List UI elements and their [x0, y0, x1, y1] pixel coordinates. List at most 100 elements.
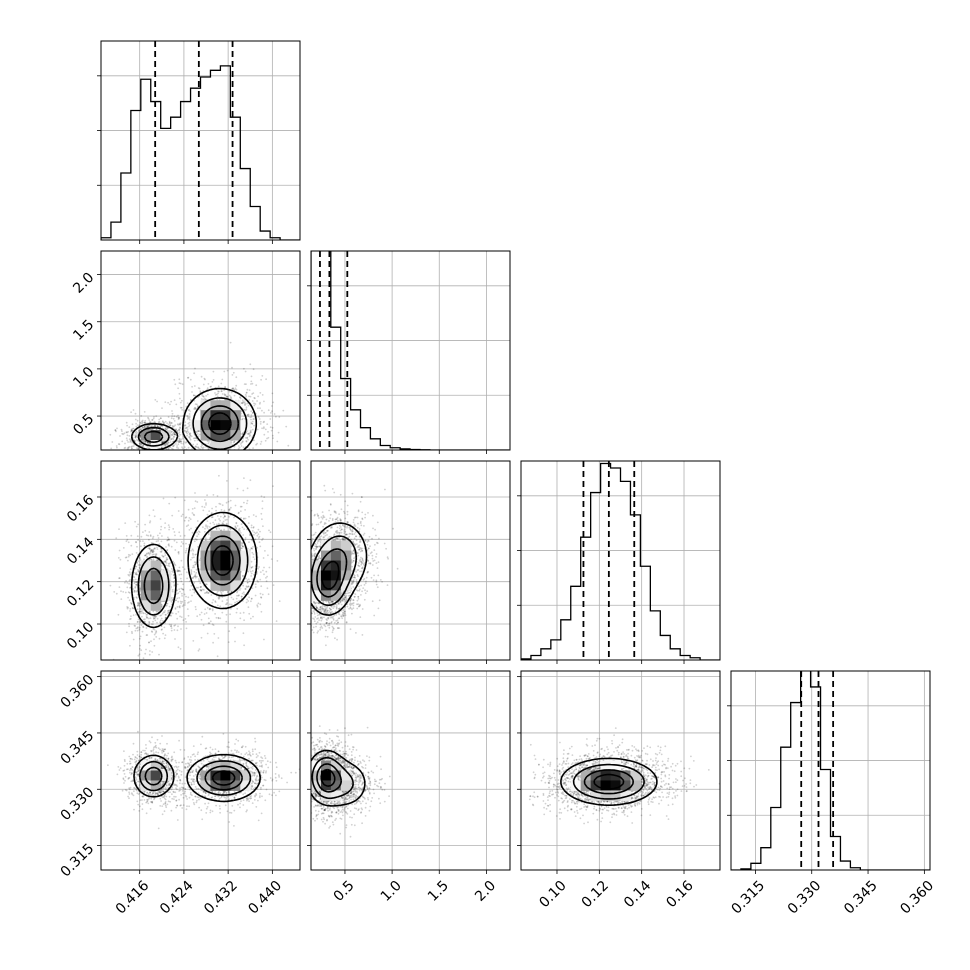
scatter-point	[193, 570, 196, 573]
scatter-point	[134, 520, 137, 523]
scatter-point	[247, 570, 250, 573]
scatter-point	[164, 401, 167, 403]
scatter-point	[260, 596, 263, 599]
scatter-point	[135, 581, 138, 584]
scatter-point	[190, 573, 193, 575]
scatter-point	[215, 456, 217, 458]
scatter-point	[202, 383, 205, 386]
scatter-point	[244, 404, 246, 407]
scatter-point	[349, 600, 352, 603]
scatter-point	[203, 506, 206, 508]
scatter-point	[169, 441, 172, 443]
scatter-point	[180, 573, 183, 576]
scatter-point	[246, 581, 249, 584]
scatter-point	[179, 422, 182, 424]
scatter-point	[323, 516, 326, 518]
scatter-point	[185, 441, 188, 443]
scatter-point	[241, 417, 244, 420]
scatter-point	[273, 413, 276, 415]
scatter-point	[228, 590, 230, 593]
scatter-point	[251, 382, 254, 385]
scatter-point	[228, 509, 231, 512]
scatter-point	[152, 616, 155, 618]
scatter-point	[225, 603, 227, 606]
scatter-point	[250, 566, 253, 569]
scatter-point	[187, 457, 189, 459]
scatter-point	[259, 603, 262, 606]
scatter-point	[151, 428, 154, 431]
scatter-point	[202, 398, 205, 401]
scatter-point	[170, 400, 173, 403]
scatter-point	[324, 605, 327, 608]
scatter-point	[178, 439, 181, 441]
scatter-point	[270, 429, 273, 432]
scatter-point	[166, 443, 169, 445]
scatter-point	[186, 434, 189, 437]
scatter-point	[128, 571, 131, 574]
scatter-point	[158, 653, 160, 656]
scatter-point	[232, 455, 234, 457]
scatter-point	[140, 545, 142, 548]
scatter-point	[266, 437, 268, 440]
scatter-point	[194, 367, 196, 370]
scatter-point	[149, 521, 151, 524]
scatter-point	[271, 426, 274, 429]
scatter-point	[133, 576, 136, 579]
scatter-point	[238, 396, 241, 399]
scatter-point	[178, 416, 180, 419]
scatter-point	[245, 403, 247, 405]
scatter-point	[259, 571, 262, 573]
scatter-point	[285, 425, 288, 428]
scatter-point	[172, 417, 175, 420]
scatter-point	[172, 528, 175, 530]
scatter-point	[271, 545, 274, 548]
scatter-point	[234, 525, 237, 528]
scatter-point	[250, 416, 253, 418]
scatter-point	[135, 422, 138, 425]
scatter-point	[239, 397, 242, 400]
scatter-point	[136, 535, 139, 538]
scatter-point	[169, 422, 172, 425]
scatter-point	[216, 655, 219, 658]
scatter-point	[152, 623, 154, 625]
scatter-point	[251, 420, 254, 423]
scatter-point	[342, 612, 345, 615]
scatter-point	[214, 392, 216, 394]
scatter-point	[142, 657, 145, 660]
scatter-point	[249, 416, 252, 419]
scatter-point	[165, 560, 167, 563]
scatter-point	[139, 443, 142, 445]
scatter-point	[166, 539, 169, 542]
scatter-point	[176, 430, 179, 432]
scatter-point	[186, 432, 189, 435]
scatter-point	[130, 446, 133, 448]
scatter-point	[195, 454, 197, 456]
scatter-point	[156, 548, 159, 550]
scatter-point	[258, 465, 260, 467]
scatter-point	[249, 479, 252, 482]
scatter-point	[181, 409, 184, 411]
scatter-point	[222, 516, 225, 519]
scatter-point	[194, 573, 197, 576]
scatter-point	[251, 530, 254, 532]
scatter-point	[176, 570, 179, 573]
scatter-point	[167, 401, 170, 404]
scatter-point	[237, 511, 240, 514]
scatter-point	[242, 489, 245, 492]
scatter-point	[247, 415, 250, 418]
scatter-point	[155, 615, 158, 618]
scatter-point	[167, 441, 170, 444]
scatter-point	[256, 400, 258, 402]
scatter-point	[342, 597, 344, 600]
scatter-point	[150, 630, 153, 633]
scatter-point	[241, 470, 243, 472]
scatter-point	[239, 617, 242, 620]
contour-line	[137, 524, 249, 616]
scatter-point	[185, 627, 188, 630]
scatter-point	[206, 494, 209, 497]
scatter-point	[170, 629, 173, 632]
scatter-point	[128, 579, 131, 582]
density-cell	[220, 560, 231, 571]
scatter-point	[256, 442, 258, 445]
scatter-point	[178, 588, 181, 591]
